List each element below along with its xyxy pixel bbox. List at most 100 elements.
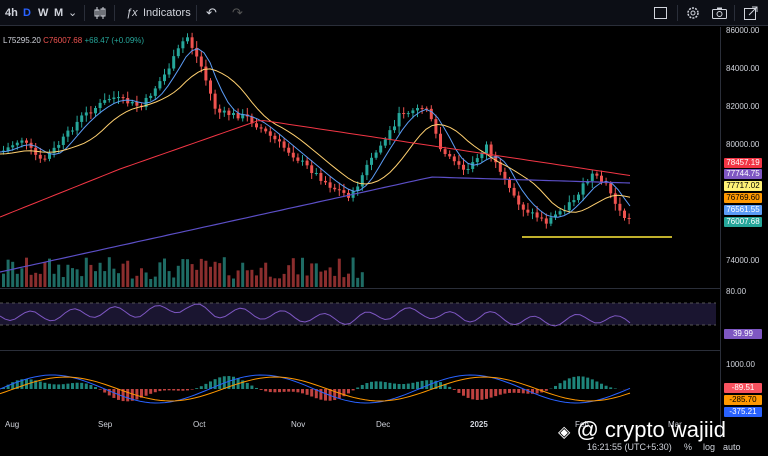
volume-bar	[130, 278, 134, 287]
price-label-80000: 80000.00	[726, 140, 760, 149]
candle-body	[356, 186, 360, 192]
candles-chart-type-icon[interactable]	[93, 6, 107, 20]
volume-bar	[149, 278, 153, 287]
indicators-icon[interactable]: ƒx	[126, 7, 138, 19]
macd-histogram-bar	[406, 383, 410, 389]
candle-body	[508, 179, 511, 188]
chart-canvas[interactable]	[0, 27, 720, 427]
volume-bar	[20, 268, 24, 287]
macd-histogram-bar	[595, 381, 599, 389]
volume-bar	[186, 259, 189, 287]
volume-bar	[43, 261, 47, 287]
candle-body	[402, 113, 406, 115]
volume-bar	[48, 258, 51, 287]
macd-histogram-bar	[71, 383, 74, 389]
candle-body	[199, 56, 203, 67]
interval-dropdown-icon[interactable]: ⌄	[68, 7, 78, 19]
auto-scale-toggle[interactable]: auto	[723, 442, 741, 452]
candle-body	[84, 112, 88, 116]
macd-histogram-bar	[176, 389, 180, 391]
macd-histogram-bar	[393, 383, 396, 389]
volume-bar	[287, 265, 291, 287]
rsi-line	[0, 303, 631, 327]
volume-bar	[181, 259, 185, 287]
settings-gear-icon[interactable]	[686, 6, 700, 20]
indicators-button[interactable]: Indicators	[143, 7, 191, 19]
candle-body	[429, 108, 433, 120]
candle-body	[107, 98, 111, 101]
timeframe-m[interactable]: M	[54, 7, 64, 19]
macd-histogram-bar	[512, 389, 516, 393]
macd-histogram-bar	[466, 389, 470, 398]
macd-histogram-bar	[167, 389, 171, 391]
candle-body	[425, 108, 429, 110]
macd-histogram-bar	[333, 389, 337, 401]
candle-body	[623, 210, 626, 218]
volume-bar	[2, 273, 5, 287]
volume-bar	[241, 262, 245, 287]
volume-bar	[250, 269, 254, 287]
percent-scale-toggle[interactable]: %	[684, 442, 693, 452]
timeframe-w[interactable]: W	[38, 7, 49, 19]
candle-body	[158, 81, 162, 89]
rsi-band-fill	[0, 303, 716, 325]
candle-body	[121, 97, 125, 99]
rsi-pane-separator[interactable]	[0, 288, 720, 289]
candle-body	[11, 145, 15, 148]
candle-body	[112, 97, 116, 99]
candle-body	[462, 164, 465, 170]
price-tag-2: 77717.02	[724, 181, 762, 191]
timeframe-d[interactable]: D	[23, 7, 31, 19]
volume-bar	[356, 277, 360, 287]
macd-histogram-bar	[158, 389, 162, 392]
volume-bar	[89, 264, 93, 287]
volume-bar	[264, 262, 268, 287]
macd-histogram-bar	[186, 389, 189, 391]
macd-histogram-bar	[613, 388, 617, 389]
candle-body	[255, 123, 258, 128]
publish-idea-icon[interactable]	[744, 6, 758, 20]
candle-body	[328, 182, 332, 188]
redo-icon[interactable]: ↷	[232, 5, 243, 20]
fullscreen-layout-icon[interactable]	[654, 7, 667, 19]
candle-body	[609, 183, 613, 194]
macd-histogram-bar	[52, 384, 56, 389]
candle-body	[558, 211, 562, 215]
macd-histogram-bar	[324, 389, 327, 401]
candle-body	[420, 108, 424, 110]
time-label-oct: Oct	[193, 420, 206, 429]
candle-body	[406, 113, 410, 115]
macd-histogram-bar	[425, 380, 429, 389]
volume-bar	[167, 271, 171, 287]
macd-histogram-bar	[126, 389, 130, 402]
macd-pane-separator[interactable]	[0, 350, 720, 351]
candle-body	[98, 102, 102, 108]
candle-body	[296, 157, 300, 161]
candle-body	[342, 190, 346, 193]
volume-bar	[278, 278, 281, 287]
volume-bar	[232, 278, 235, 287]
candle-body	[172, 56, 176, 69]
candle-body	[287, 147, 291, 153]
macd-histogram-bar	[130, 389, 134, 401]
timeframe-4h[interactable]: 4h	[5, 7, 18, 19]
candle-body	[439, 133, 442, 150]
camera-snapshot-icon[interactable]	[712, 7, 727, 19]
candle-body	[301, 160, 304, 162]
macd-histogram-bar	[429, 380, 433, 389]
log-scale-toggle[interactable]: log	[703, 442, 716, 452]
candle-body	[434, 119, 438, 134]
macd-histogram-bar	[204, 383, 208, 389]
volume-bar	[314, 263, 318, 287]
candle-body	[6, 147, 10, 151]
undo-icon[interactable]: ↶	[206, 5, 217, 20]
macd-histogram-bar	[98, 389, 102, 390]
volume-bar	[360, 272, 364, 287]
macd-histogram-bar	[15, 380, 19, 389]
volume-bar	[34, 272, 38, 287]
candle-body	[66, 130, 70, 137]
clock-readout[interactable]: 16:21:55 (UTC+5:30)	[587, 442, 672, 452]
macd-histogram-bar	[310, 389, 314, 397]
macd-histogram-bar	[43, 382, 47, 389]
macd-histogram-bar	[448, 386, 452, 389]
